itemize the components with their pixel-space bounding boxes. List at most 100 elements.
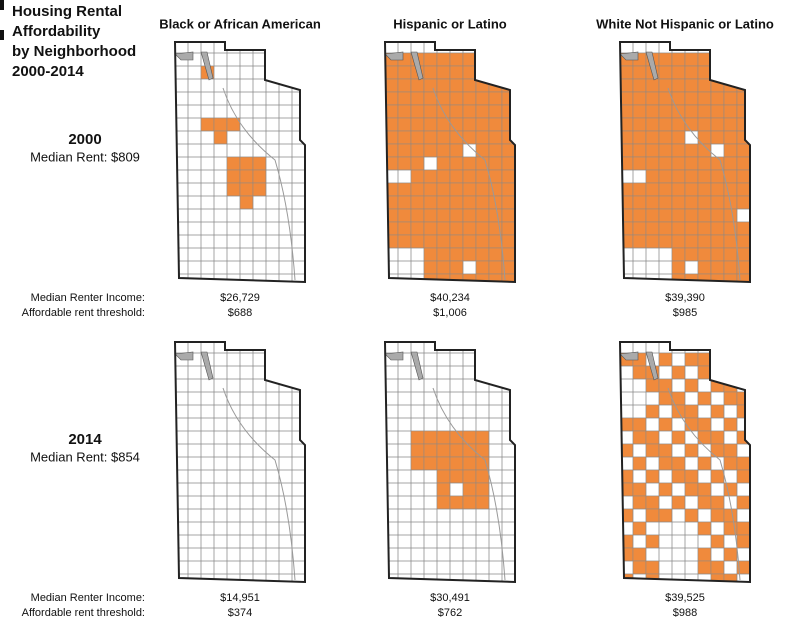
neighborhood-border [175, 78, 189, 93]
neighborhood-fill [411, 196, 424, 209]
neighborhood-fill [411, 105, 424, 118]
neighborhood-fill [476, 131, 489, 144]
neighborhood-fill [698, 431, 711, 444]
neighborhood-border [410, 469, 425, 484]
neighborhood-border [397, 482, 412, 497]
neighborhood-border [449, 508, 464, 523]
neighborhood-border [252, 508, 267, 523]
neighborhood-fill [411, 444, 424, 457]
neighborhood-border [213, 156, 228, 171]
neighborhood-fill [489, 235, 502, 248]
neighborhood-border [620, 378, 634, 393]
neighborhood-border [213, 169, 228, 184]
neighborhood-fill [646, 470, 659, 483]
neighborhood-border [671, 42, 686, 54]
neighborhood-border [187, 247, 202, 262]
neighborhood-border [684, 547, 699, 562]
neighborhood-fill [672, 431, 685, 444]
neighborhood-fill [489, 274, 502, 282]
neighborhood-border [423, 156, 438, 171]
neighborhood-border [397, 391, 412, 406]
neighborhood-border [449, 560, 464, 575]
neighborhood-border [213, 195, 228, 210]
neighborhood-border [239, 508, 254, 523]
neighborhood-fill [646, 157, 659, 170]
neighborhood-fill [711, 535, 724, 548]
neighborhood-border [501, 469, 515, 484]
neighborhood-border [423, 508, 438, 523]
neighborhood-fill [737, 561, 750, 574]
neighborhood-border [265, 547, 280, 562]
neighborhood-fill [711, 105, 724, 118]
neighborhood-border [462, 521, 477, 536]
neighborhood-border [278, 182, 293, 197]
neighborhood-border [697, 404, 712, 419]
neighborhood-fill [411, 131, 424, 144]
neighborhood-fill [659, 183, 672, 196]
renter-income: $26,729 [220, 292, 260, 304]
neighborhood-border [723, 430, 738, 445]
rent-threshold: $688 [228, 307, 252, 319]
neighborhood-border [385, 365, 399, 380]
neighborhood-border [710, 342, 725, 354]
neighborhood-border [278, 365, 293, 380]
neighborhood-fill [620, 92, 633, 105]
neighborhood-border [252, 482, 267, 497]
neighborhood-fill [476, 431, 489, 444]
neighborhood-fill [620, 157, 633, 170]
neighborhood-fill [698, 183, 711, 196]
neighborhood-fill [411, 431, 424, 444]
neighborhood-fill [711, 274, 724, 282]
neighborhood-border [200, 391, 215, 406]
neighborhood-border [200, 104, 215, 119]
neighborhood-border [252, 391, 267, 406]
neighborhood-border [200, 573, 215, 582]
neighborhood-fill [424, 235, 437, 248]
neighborhood-fill [711, 248, 724, 261]
neighborhood-fill [411, 457, 424, 470]
neighborhood-fill [385, 79, 398, 92]
neighborhood-border [475, 521, 490, 536]
neighborhood-border [723, 365, 738, 380]
neighborhood-border [239, 65, 254, 80]
neighborhood-fill [711, 561, 724, 574]
neighborhood-fill [633, 144, 646, 157]
neighborhood-fill [463, 274, 476, 282]
neighborhood-fill [659, 209, 672, 222]
neighborhood-border [187, 273, 202, 282]
neighborhood-border [252, 456, 267, 471]
neighborhood-border [423, 521, 438, 536]
neighborhood-border [410, 521, 425, 536]
neighborhood-fill [633, 105, 646, 118]
neighborhood-fill [424, 53, 437, 66]
neighborhood-fill [646, 105, 659, 118]
neighborhood-fill [685, 379, 698, 392]
neighborhood-border [449, 534, 464, 549]
neighborhood-fill [672, 118, 685, 131]
park-area [384, 351, 424, 381]
neighborhood-fill [646, 509, 659, 522]
neighborhood-border [385, 573, 399, 582]
neighborhood-fill [502, 170, 515, 183]
neighborhood-fill [620, 66, 633, 79]
neighborhood-fill [659, 92, 672, 105]
neighborhood-fill [463, 131, 476, 144]
neighborhood-border [200, 273, 215, 282]
neighborhood-border [291, 182, 305, 197]
neighborhood-border [252, 495, 267, 510]
neighborhood-border [213, 443, 228, 458]
neighborhood-fill [463, 183, 476, 196]
year-label: 2014 [68, 431, 102, 448]
neighborhood-border [187, 260, 202, 275]
neighborhood-fill [659, 418, 672, 431]
neighborhood-border [291, 547, 305, 562]
river [667, 387, 741, 581]
neighborhood-border [226, 221, 241, 236]
neighborhood-border [658, 547, 673, 562]
neighborhood-border [226, 52, 241, 67]
neighborhood-fill [437, 235, 450, 248]
neighborhood-border [620, 247, 634, 262]
neighborhood-fill [437, 170, 450, 183]
neighborhood-border [291, 443, 305, 458]
neighborhood-fill [227, 183, 240, 196]
